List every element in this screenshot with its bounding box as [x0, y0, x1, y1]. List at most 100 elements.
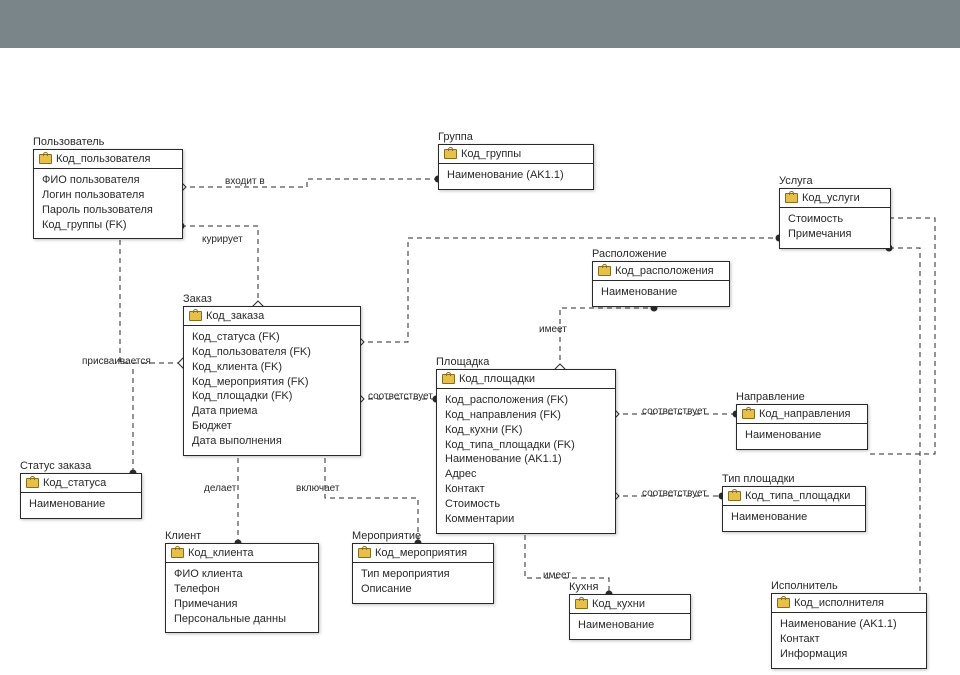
- attr: Адрес: [445, 467, 607, 482]
- pk: Код_клиента: [166, 544, 318, 563]
- attrs: Наименование: [723, 506, 865, 531]
- attrs: Наименование: [21, 493, 141, 518]
- attr: Стоимость: [445, 497, 607, 512]
- entity-title-status: Статус заказа: [20, 460, 91, 472]
- pk: Код_группы: [439, 145, 593, 164]
- entity-performer: Код_исполнителя Наименование (AK1.1) Кон…: [771, 593, 927, 669]
- entity-client: Код_клиента ФИО клиента Телефон Примечан…: [165, 543, 319, 633]
- entity-title-cuisine: Кухня: [569, 581, 598, 593]
- attrs: Наименование (AK1.1): [439, 164, 593, 189]
- attrs: Код_расположения (FK) Код_направления (F…: [437, 389, 615, 533]
- entity-title-sitetype: Тип площадки: [722, 473, 795, 485]
- attr: Наименование: [731, 510, 857, 525]
- attr: Код_статуса (FK): [192, 330, 352, 345]
- pk: Код_заказа: [184, 307, 360, 326]
- pk: Код_направления: [737, 405, 867, 424]
- attr: Код_клиента (FK): [192, 360, 352, 375]
- attr: Наименование (AK1.1): [447, 168, 585, 183]
- attrs: ФИО пользователя Логин пользователя Паро…: [34, 169, 182, 238]
- header-bar: [0, 0, 960, 48]
- attr: Наименование: [578, 618, 682, 633]
- attrs: Наименование: [570, 614, 690, 639]
- attr: Наименование: [601, 285, 721, 300]
- entity-title-direction: Направление: [736, 391, 805, 403]
- attr: Код_кухни (FK): [445, 423, 607, 438]
- attr: Дата выполнения: [192, 434, 352, 449]
- attr: Код_расположения (FK): [445, 393, 607, 408]
- entity-title-client: Клиент: [165, 530, 201, 542]
- attr: Дата приема: [192, 404, 352, 419]
- entity-title-event: Мероприятие: [352, 530, 421, 542]
- attrs: ФИО клиента Телефон Примечания Персональ…: [166, 563, 318, 632]
- attr: Примечания: [788, 227, 882, 242]
- attr: Персональные данны: [174, 612, 310, 627]
- attr: Код_направления (FK): [445, 408, 607, 423]
- rel-label: курирует: [202, 234, 243, 245]
- attrs: Наименование: [593, 281, 729, 306]
- entity-user: Код_пользователя ФИО пользователя Логин …: [33, 149, 183, 239]
- attr: Контакт: [780, 632, 918, 647]
- attr: Наименование: [745, 428, 859, 443]
- entity-title-service: Услуга: [779, 175, 813, 187]
- attrs: Код_статуса (FK) Код_пользователя (FK) К…: [184, 326, 360, 455]
- attr: Пароль пользователя: [42, 203, 174, 218]
- rel-label: имеет: [539, 324, 567, 335]
- attr: Примечания: [174, 597, 310, 612]
- attr: Код_пользователя (FK): [192, 345, 352, 360]
- entity-title-order: Заказ: [183, 293, 212, 305]
- rel-label: включает: [296, 483, 340, 494]
- attr: Телефон: [174, 582, 310, 597]
- entity-direction: Код_направления Наименование: [736, 404, 868, 450]
- attr: Логин пользователя: [42, 188, 174, 203]
- attrs: Тип мероприятия Описание: [353, 563, 493, 603]
- rel-label: соответствует: [642, 488, 707, 499]
- attr: Бюджет: [192, 419, 352, 434]
- attr: Код_площадки (FK): [192, 389, 352, 404]
- attr: ФИО пользователя: [42, 173, 174, 188]
- attr: Код_типа_площадки (FK): [445, 438, 607, 453]
- entity-title-site: Площадка: [436, 356, 489, 368]
- entity-status: Код_статуса Наименование: [20, 473, 142, 519]
- entity-event: Код_мероприятия Тип мероприятия Описание: [352, 543, 494, 604]
- pk: Код_расположения: [593, 262, 729, 281]
- pk: Код_площадки: [437, 370, 615, 389]
- attr: Информация: [780, 647, 918, 662]
- attr: Тип мероприятия: [361, 567, 485, 582]
- rel-label: делает: [204, 483, 236, 494]
- pk: Код_кухни: [570, 595, 690, 614]
- entity-group: Код_группы Наименование (AK1.1): [438, 144, 594, 190]
- entity-sitetype: Код_типа_площадки Наименование: [722, 486, 866, 532]
- entity-title-user: Пользователь: [33, 136, 104, 148]
- attr: Наименование (AK1.1): [445, 452, 607, 467]
- attr: Наименование: [29, 497, 133, 512]
- rel-label: присваивается: [82, 356, 151, 367]
- pk: Код_типа_площадки: [723, 487, 865, 506]
- attr: Комментарии: [445, 512, 607, 527]
- pk: Код_исполнителя: [772, 594, 926, 613]
- erd-canvas: Пользователь Код_пользователя ФИО пользо…: [0, 48, 960, 675]
- attr: Описание: [361, 582, 485, 597]
- pk: Код_мероприятия: [353, 544, 493, 563]
- attrs: Наименование: [737, 424, 867, 449]
- entity-cuisine: Код_кухни Наименование: [569, 594, 691, 640]
- attrs: Стоимость Примечания: [780, 208, 890, 248]
- rel-label: соответствует: [642, 406, 707, 417]
- entity-order: Код_заказа Код_статуса (FK) Код_пользова…: [183, 306, 361, 456]
- attr: Код_мероприятия (FK): [192, 375, 352, 390]
- entity-title-performer: Исполнитель: [771, 580, 838, 592]
- attr: ФИО клиента: [174, 567, 310, 582]
- pk: Код_статуса: [21, 474, 141, 493]
- pk: Код_пользователя: [34, 150, 182, 169]
- attrs: Наименование (AK1.1) Контакт Информация: [772, 613, 926, 668]
- attr: Стоимость: [788, 212, 882, 227]
- rel-label: входит в: [225, 176, 265, 187]
- entity-location: Код_расположения Наименование: [592, 261, 730, 307]
- attr: Наименование (AK1.1): [780, 617, 918, 632]
- attr: Код_группы (FK): [42, 218, 174, 233]
- rel-label: имеет: [543, 570, 571, 581]
- entity-service: Код_услуги Стоимость Примечания: [779, 188, 891, 249]
- entity-site: Код_площадки Код_расположения (FK) Код_н…: [436, 369, 616, 534]
- attr: Контакт: [445, 482, 607, 497]
- entity-title-group: Группа: [438, 131, 473, 143]
- entity-title-location: Расположение: [592, 248, 667, 260]
